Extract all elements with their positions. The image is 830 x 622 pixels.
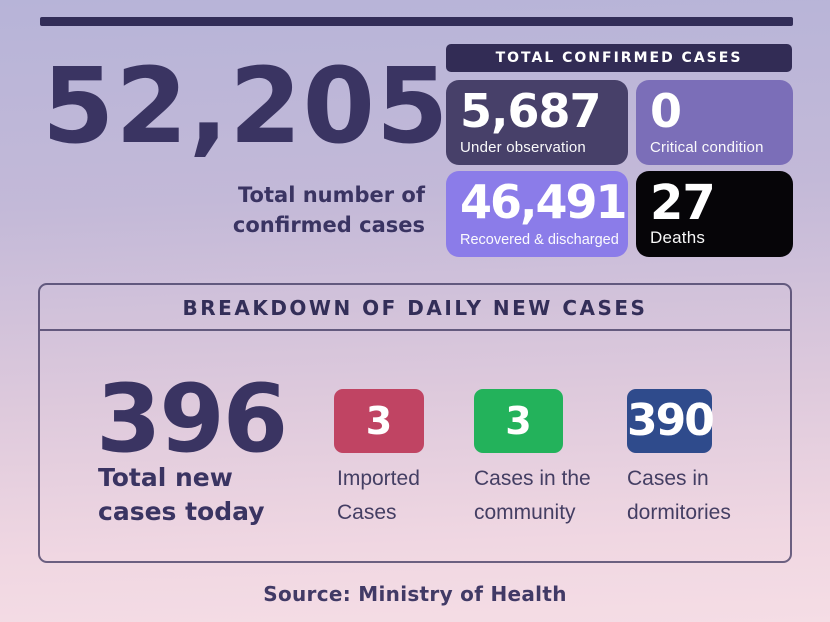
stat-deaths-label: Deaths bbox=[650, 228, 706, 247]
total-new-cases-label: Total new cases today bbox=[98, 461, 265, 529]
community-cases-label: Cases in the community bbox=[474, 462, 591, 530]
total-confirmed-caption-line1: Total number of bbox=[238, 183, 425, 207]
stat-under-observation-value: 5,687 bbox=[460, 84, 602, 138]
dormitory-cases-label: Cases in dormitories bbox=[627, 462, 731, 530]
total-new-cases-label-line2: cases today bbox=[98, 497, 265, 526]
source-note: Source: Ministry of Health bbox=[263, 582, 567, 606]
stat-deaths: 27 Deaths bbox=[636, 171, 793, 257]
total-confirmed-number: 52,205 bbox=[42, 45, 450, 167]
breakdown-panel-title: BREAKDOWN OF DAILY NEW CASES bbox=[40, 285, 790, 331]
dormitory-cases-label-line2: dormitories bbox=[627, 501, 731, 524]
stat-deaths-value: 27 bbox=[650, 175, 716, 231]
imported-cases-badge: 3 bbox=[334, 389, 424, 453]
breakdown-panel: BREAKDOWN OF DAILY NEW CASES 396 Total n… bbox=[38, 283, 792, 563]
imported-cases-label-line2: Cases bbox=[337, 501, 397, 524]
total-confirmed-caption-line2: confirmed cases bbox=[232, 213, 425, 237]
community-cases-label-line1: Cases in the bbox=[474, 467, 591, 490]
stat-critical-condition: 0 Critical condition bbox=[636, 80, 793, 165]
stat-under-observation-label: Under observation bbox=[460, 139, 586, 156]
stat-recovered-discharged-label: Recovered & discharged bbox=[460, 232, 619, 248]
top-accent-bar bbox=[40, 17, 793, 26]
stat-critical-condition-value: 0 bbox=[650, 84, 682, 138]
stat-recovered-discharged-value: 46,491 bbox=[460, 175, 628, 229]
dormitory-cases-label-line1: Cases in bbox=[627, 467, 709, 490]
confirmed-panel-title: TOTAL CONFIRMED CASES bbox=[446, 44, 792, 72]
stat-recovered-discharged: 46,491 Recovered & discharged bbox=[446, 171, 628, 257]
imported-cases-label: Imported Cases bbox=[337, 462, 420, 530]
total-new-cases-label-line1: Total new bbox=[98, 463, 233, 492]
community-cases-badge: 3 bbox=[474, 389, 563, 453]
dormitory-cases-badge: 390 bbox=[627, 389, 715, 453]
stat-under-observation: 5,687 Under observation bbox=[446, 80, 628, 165]
imported-cases-label-line1: Imported bbox=[337, 467, 420, 490]
total-new-cases-number: 396 bbox=[96, 365, 288, 474]
stat-critical-condition-label: Critical condition bbox=[650, 139, 764, 156]
total-confirmed-caption: Total number of confirmed cases bbox=[233, 180, 425, 240]
community-cases-label-line2: community bbox=[474, 501, 576, 524]
